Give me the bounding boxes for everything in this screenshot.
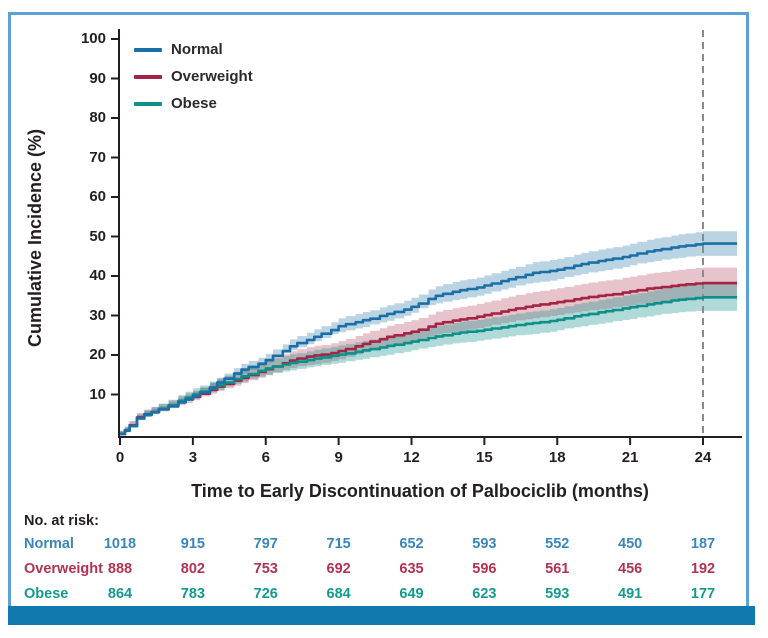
at-risk-count: 802 (180, 561, 205, 577)
y-tick-label: 10 (89, 385, 106, 403)
legend-swatch (134, 101, 162, 106)
series-band-overweight (120, 267, 737, 434)
legend-swatch (134, 74, 162, 79)
at-risk-count: 1018 (103, 536, 137, 552)
at-risk-count: 561 (545, 561, 570, 577)
y-axis-label: Cumulative Incidence (%) (25, 128, 45, 348)
legend-label: Obese (171, 95, 217, 112)
at-risk-count: 623 (472, 586, 497, 602)
legend-item: Overweight (134, 63, 253, 90)
x-tick-label: 21 (621, 449, 639, 466)
x-tick-label: 6 (261, 449, 270, 466)
legend-swatch (134, 47, 162, 52)
legend-label: Overweight (171, 68, 253, 85)
x-tick-label: 12 (403, 449, 420, 466)
y-tick-label: 80 (89, 109, 106, 126)
at-risk-count: 915 (180, 536, 205, 552)
at-risk-count: 192 (690, 561, 716, 577)
at-risk-count: 450 (618, 536, 643, 552)
at-risk-count: 593 (545, 586, 570, 602)
x-tick-label: 15 (476, 449, 493, 466)
at-risk-count: 177 (690, 586, 716, 602)
y-tick-label: 100 (80, 30, 106, 47)
at-risk-count: 715 (326, 536, 351, 552)
y-tick-label: 30 (89, 306, 106, 324)
at-risk-count: 652 (399, 536, 424, 552)
series-band-normal (120, 231, 737, 434)
at-risk-count: 783 (180, 586, 205, 602)
series-line-normal (120, 242, 737, 436)
bottom-accent-bar (8, 606, 755, 625)
at-risk-row-label: Normal (24, 536, 74, 552)
at-risk-count: 753 (253, 561, 278, 577)
y-tick-label: 40 (89, 267, 106, 284)
at-risk-count: 726 (253, 586, 278, 602)
at-risk-count: 692 (326, 561, 351, 577)
legend-item: Obese (134, 90, 253, 117)
y-tick-label: 70 (89, 148, 106, 166)
at-risk-count: 888 (107, 561, 133, 577)
at-risk-count: 187 (690, 536, 716, 552)
series-band-obese (120, 283, 737, 434)
y-tick-label: 20 (89, 346, 106, 363)
at-risk-heading: No. at risk: (24, 513, 99, 529)
legend: Normal Overweight Obese (134, 36, 253, 117)
at-risk-count: 864 (107, 586, 133, 602)
at-risk-count: 797 (253, 536, 278, 552)
y-tick-label: 90 (89, 69, 106, 87)
at-risk-count: 593 (472, 536, 497, 552)
at-risk-count: 684 (326, 586, 351, 602)
at-risk-count: 596 (472, 561, 497, 577)
x-tick-label: 0 (115, 449, 125, 466)
at-risk-count: 456 (618, 561, 643, 577)
at-risk-count: 649 (399, 586, 424, 602)
at-risk-row-label: Overweight (24, 561, 103, 577)
at-risk-count: 552 (545, 536, 570, 552)
x-tick-label: 18 (548, 449, 566, 466)
series-line-overweight (120, 281, 737, 436)
y-tick-label: 60 (89, 188, 106, 205)
y-tick-label: 50 (89, 227, 106, 245)
legend-item: Normal (134, 36, 253, 63)
x-axis-label: Time to Early Discontinuation of Palboci… (191, 481, 649, 501)
legend-label: Normal (171, 41, 223, 58)
x-tick-label: 24 (694, 449, 712, 466)
at-risk-count: 635 (399, 561, 424, 577)
at-risk-count: 491 (618, 586, 643, 602)
at-risk-row-label: Obese (24, 586, 69, 602)
x-tick-label: 9 (334, 449, 343, 466)
x-tick-label: 3 (188, 449, 198, 466)
